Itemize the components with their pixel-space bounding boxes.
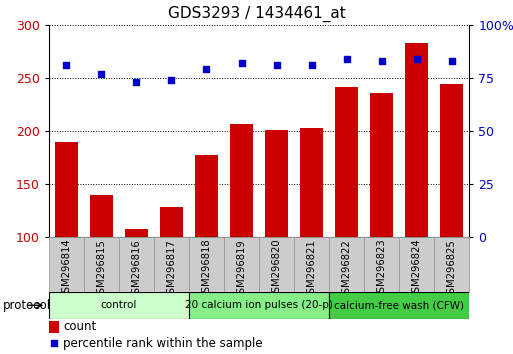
Bar [195, 155, 218, 237]
Text: GSM296818: GSM296818 [202, 239, 211, 299]
Text: GSM296819: GSM296819 [236, 239, 247, 299]
Text: control: control [101, 300, 137, 310]
Point [412, 56, 421, 62]
Bar [370, 93, 393, 237]
Point [202, 67, 210, 72]
Bar [160, 207, 183, 237]
Point [343, 56, 351, 62]
FancyBboxPatch shape [119, 237, 154, 292]
Point [272, 62, 281, 68]
Text: protocol: protocol [3, 299, 51, 312]
Point [307, 62, 315, 68]
Text: GSM296816: GSM296816 [131, 239, 142, 299]
Text: 20 calcium ion pulses (20-p): 20 calcium ion pulses (20-p) [185, 300, 333, 310]
Bar [441, 84, 463, 237]
Bar [125, 229, 148, 237]
Point [167, 77, 175, 83]
Text: GSM296823: GSM296823 [377, 239, 387, 299]
Text: GSM296822: GSM296822 [342, 239, 352, 299]
Bar [90, 195, 113, 237]
Text: GSM296825: GSM296825 [447, 239, 457, 299]
Point [378, 58, 386, 64]
Point [62, 62, 70, 68]
Text: GSM296814: GSM296814 [61, 239, 71, 299]
Bar [405, 43, 428, 237]
Bar [300, 128, 323, 237]
Point [448, 58, 456, 64]
FancyBboxPatch shape [399, 237, 435, 292]
Text: GSM296817: GSM296817 [166, 239, 176, 299]
FancyBboxPatch shape [189, 237, 224, 292]
Bar [55, 142, 77, 237]
FancyBboxPatch shape [435, 237, 469, 292]
FancyBboxPatch shape [364, 237, 399, 292]
Text: GSM296821: GSM296821 [307, 239, 317, 299]
FancyBboxPatch shape [189, 292, 329, 319]
Text: GSM296820: GSM296820 [271, 239, 282, 299]
Text: calcium-free wash (CFW): calcium-free wash (CFW) [334, 300, 464, 310]
FancyBboxPatch shape [49, 237, 84, 292]
Bar [265, 130, 288, 237]
Text: percentile rank within the sample: percentile rank within the sample [64, 337, 263, 350]
FancyBboxPatch shape [329, 292, 469, 319]
FancyBboxPatch shape [154, 237, 189, 292]
Bar [336, 87, 358, 237]
Text: GSM296815: GSM296815 [96, 239, 106, 299]
Text: count: count [64, 320, 97, 333]
FancyBboxPatch shape [294, 237, 329, 292]
Text: GSM296824: GSM296824 [412, 239, 422, 299]
FancyBboxPatch shape [224, 237, 259, 292]
FancyBboxPatch shape [329, 237, 364, 292]
Text: GDS3293 / 1434461_at: GDS3293 / 1434461_at [168, 5, 345, 22]
FancyBboxPatch shape [259, 237, 294, 292]
Bar [49, 321, 59, 333]
Point [132, 79, 141, 85]
FancyBboxPatch shape [49, 292, 189, 319]
Point [97, 71, 105, 76]
Bar [230, 124, 253, 237]
Point [238, 60, 246, 66]
FancyBboxPatch shape [84, 237, 119, 292]
Point [50, 341, 58, 346]
